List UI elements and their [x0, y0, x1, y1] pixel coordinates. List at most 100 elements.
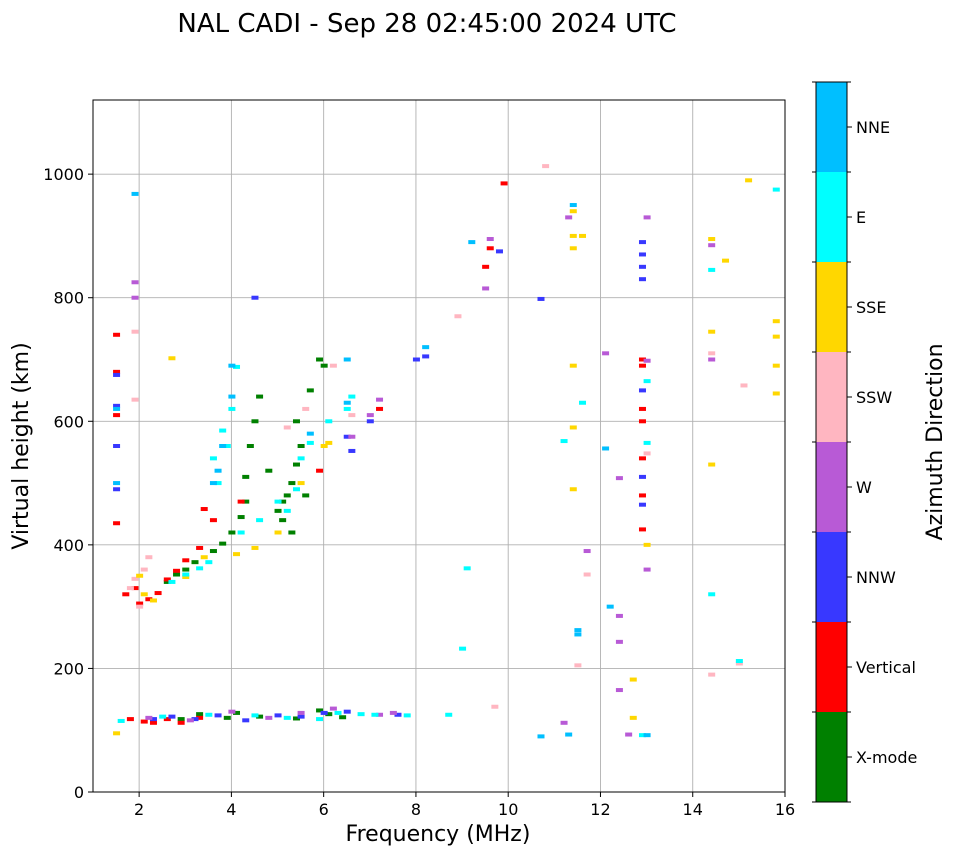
data-point-e — [325, 419, 333, 424]
data-point-x-mode — [302, 493, 310, 498]
data-point-vertical — [200, 507, 208, 512]
data-point-w — [131, 280, 139, 285]
data-point-e — [735, 659, 743, 664]
data-point-w — [186, 718, 194, 723]
data-point-e — [708, 267, 716, 272]
data-point-e — [772, 187, 780, 192]
colorbar-tick-label: SSW — [856, 388, 892, 407]
data-point-x-mode — [316, 708, 324, 713]
data-point-ssw — [131, 329, 139, 334]
data-point-vertical — [154, 591, 162, 596]
data-point-e — [117, 718, 125, 723]
data-point-w — [708, 357, 716, 362]
data-point-ssw — [735, 661, 743, 666]
data-point-e — [223, 444, 231, 448]
data-point-nnw — [297, 714, 305, 719]
data-point-sse — [251, 545, 259, 550]
data-point-w — [366, 413, 374, 418]
data-point-ssw — [542, 164, 550, 169]
data-point-x-mode — [177, 717, 185, 722]
data-point-vertical — [237, 499, 245, 504]
data-point-ssw — [348, 413, 356, 418]
data-point-x-mode — [283, 493, 291, 498]
y-axis: 0 200 400 600 800 1000 — [43, 165, 93, 802]
data-point-ssw — [708, 672, 716, 677]
data-point-w — [348, 434, 356, 439]
data-point-x-mode — [288, 530, 296, 535]
data-point-nnw — [214, 713, 222, 718]
data-point-e — [643, 379, 651, 384]
data-point-w — [615, 476, 623, 481]
data-point-nnw — [412, 357, 420, 362]
data-point-e — [316, 717, 324, 722]
data-point-w — [615, 688, 623, 693]
colorbar-segment-w — [816, 442, 847, 532]
data-point-x-mode — [292, 419, 300, 424]
data-point-e — [371, 712, 379, 717]
data-point-nnw — [394, 712, 402, 717]
x-tick-label: 12 — [590, 800, 610, 819]
colorbar: X-mode Vertical NNW W SSW SSE E NNE — [812, 81, 917, 803]
data-point-vertical — [145, 597, 153, 602]
data-point-nnw — [537, 296, 545, 301]
data-point-x-mode — [173, 572, 181, 577]
data-point-w — [486, 237, 494, 242]
data-point-nne — [131, 191, 139, 196]
data-point-sse — [325, 440, 333, 445]
data-point-nnw — [149, 717, 157, 722]
y-tick-label: 200 — [53, 659, 84, 678]
data-point-nne — [643, 733, 651, 738]
data-point-vertical — [482, 264, 490, 269]
data-point-ssw — [740, 383, 748, 388]
data-point-sse — [629, 677, 637, 682]
data-point-vertical — [638, 493, 646, 498]
data-point-nnw — [638, 502, 646, 507]
data-point-nne — [569, 203, 577, 208]
data-point-vertical — [638, 406, 646, 411]
data-point-vertical — [209, 518, 217, 523]
data-point-nnw — [168, 714, 176, 719]
data-point-x-mode — [242, 499, 250, 504]
data-point-nnw — [638, 388, 646, 393]
data-point-x-mode — [292, 716, 300, 721]
data-point-e — [182, 572, 190, 577]
data-point-x-mode — [242, 474, 250, 479]
colorbar-segment-vertical — [816, 622, 847, 712]
data-point-vertical — [140, 719, 148, 724]
data-point-nne — [219, 444, 227, 448]
data-point-x-mode — [219, 541, 227, 546]
data-point-nnw — [638, 474, 646, 479]
data-point-nnw — [366, 419, 374, 424]
colorbar-tick-label: NNW — [856, 568, 896, 587]
data-point-e — [560, 439, 568, 444]
data-point-w — [602, 351, 610, 356]
data-point-e — [445, 712, 453, 717]
data-point-vertical — [113, 413, 121, 418]
data-point-x-mode — [196, 712, 204, 717]
data-point-sse — [643, 542, 651, 547]
data-point-sse — [182, 574, 190, 579]
data-point-nne — [602, 446, 610, 451]
data-point-e — [274, 499, 282, 504]
data-point-x-mode — [256, 394, 264, 399]
data-point-vertical — [182, 558, 190, 563]
data-point-sse — [233, 552, 241, 557]
data-point-vertical — [163, 717, 171, 722]
data-point-sse — [274, 530, 282, 535]
data-point-sse — [320, 444, 328, 448]
data-point-x-mode — [325, 712, 333, 717]
data-point-x-mode — [237, 515, 245, 520]
data-point-ssw — [145, 555, 153, 560]
data-point-sse — [722, 258, 730, 263]
chart-title: NAL CADI - Sep 28 02:45:00 2024 UTC — [177, 9, 676, 39]
data-point-vertical — [500, 181, 508, 186]
data-point-ssw — [136, 604, 144, 609]
data-point-ssw — [283, 425, 291, 430]
data-point-nnw — [113, 487, 121, 492]
data-point-sse — [708, 462, 716, 467]
data-point-ssw — [643, 451, 651, 456]
data-point-e — [283, 715, 291, 720]
data-point-vertical — [638, 456, 646, 461]
data-point-ssw — [491, 704, 499, 709]
